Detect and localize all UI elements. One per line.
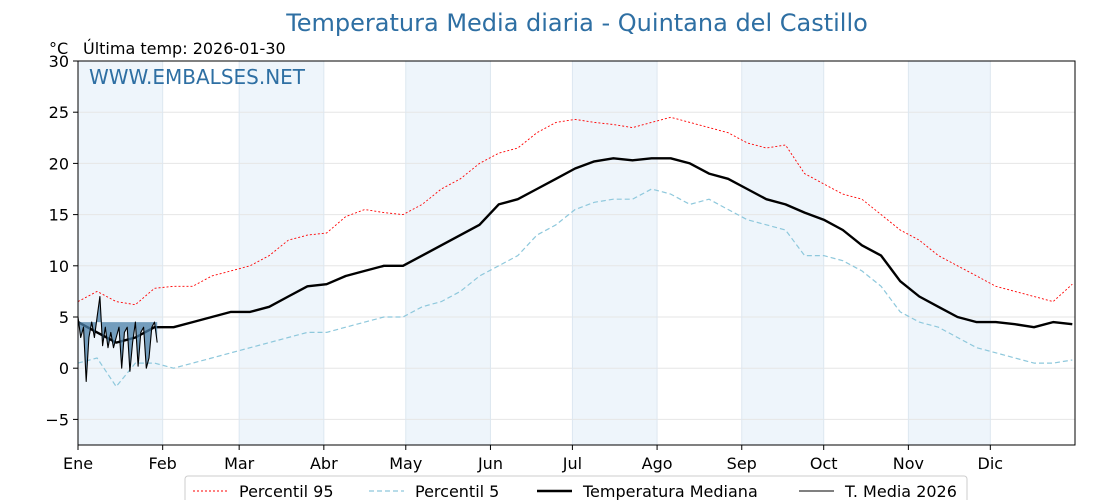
- y-tick-label: 15: [49, 206, 69, 225]
- month-band-jul: [572, 61, 658, 445]
- y-tick-label: 30: [49, 52, 69, 71]
- legend: Percentil 95 Percentil 5 Temperatura Media…: [184, 475, 968, 500]
- month-band-sep: [741, 61, 824, 445]
- chart-subtitle: Última temp: 2026-01-30: [83, 39, 286, 58]
- x-tick-label-ene: Ene: [63, 454, 93, 473]
- x-tick-label-feb: Feb: [149, 454, 177, 473]
- series-t-media-2026-line: [77, 295, 158, 383]
- y-axis: −5 0 5 10 15 20 25 30: [45, 52, 78, 429]
- x-tick-label-oct: Oct: [810, 454, 838, 473]
- x-tick-label-nov: Nov: [893, 454, 924, 473]
- x-tick-label-jul: Jul: [562, 454, 582, 473]
- x-tick-label-dic: Dic: [978, 454, 1004, 473]
- x-tick-label-mar: Mar: [224, 454, 255, 473]
- y-tick-label: 25: [49, 103, 69, 122]
- legend-label: Percentil 5: [415, 482, 499, 500]
- chart-title: Temperatura Media diaria - Quintana del …: [285, 9, 868, 37]
- plot-frame: [77, 60, 1076, 446]
- x-tick-label-jun: Jun: [477, 454, 503, 473]
- series-layer: [77, 116, 1073, 388]
- watermark: WWW.EMBALSES.NET: [89, 65, 306, 89]
- month-band-nov: [908, 61, 991, 445]
- legend-box: [184, 475, 968, 500]
- x-tick-label-ago: Ago: [642, 454, 673, 473]
- month-shading: [78, 61, 991, 445]
- month-band-may: [405, 61, 491, 445]
- x-tick-label-abr: Abr: [310, 454, 338, 473]
- legend-label: Temperatura Mediana: [582, 482, 758, 500]
- x-tick-label-may: May: [389, 454, 422, 473]
- y-tick-label: 20: [49, 154, 69, 173]
- month-band-ene: [78, 61, 163, 445]
- gridlines: [77, 60, 1075, 445]
- y-tick-label: 0: [59, 359, 69, 378]
- y-tick-label: 10: [49, 257, 69, 276]
- y-tick-label: −5: [45, 410, 69, 429]
- legend-label: T. Media 2026: [844, 482, 957, 500]
- x-axis: Ene Feb Mar Abr May Jun Jul Ago Sep Oct Nov Dic: [63, 445, 1003, 473]
- y-tick-label: 5: [59, 308, 69, 327]
- unit-label: °C: [49, 39, 68, 58]
- legend-label: Percentil 95: [239, 482, 334, 500]
- x-tick-label-sep: Sep: [727, 454, 757, 473]
- month-band-mar: [239, 61, 324, 445]
- series-t-media-2026-fill: [78, 296, 158, 382]
